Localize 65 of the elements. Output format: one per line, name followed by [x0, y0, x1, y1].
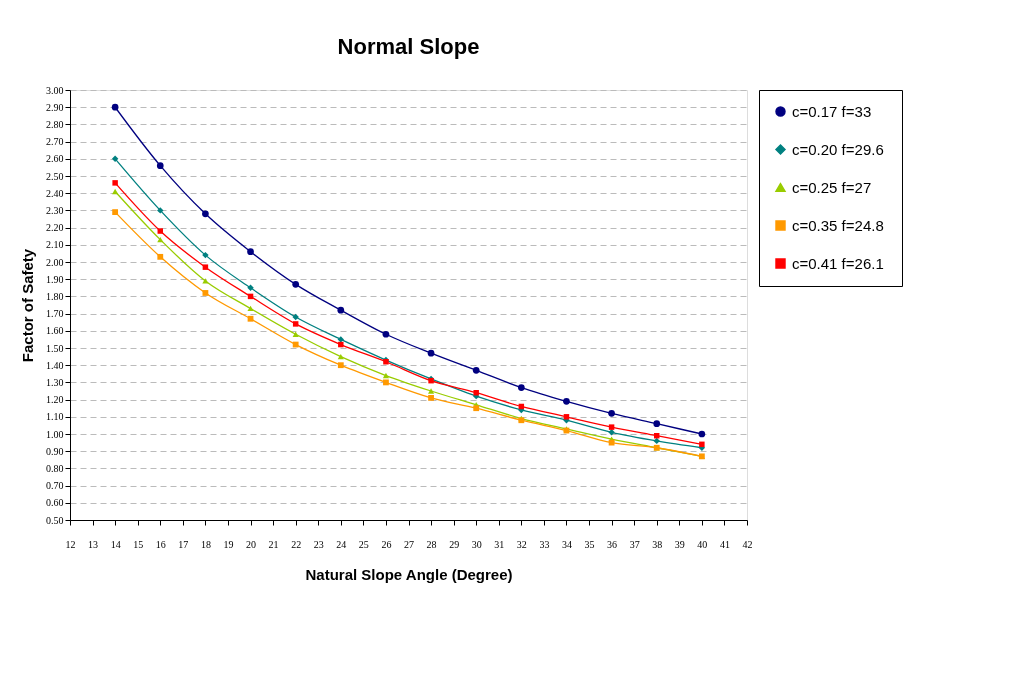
x-tick-label: 26	[381, 538, 392, 550]
x-tick-label: 29	[449, 538, 460, 550]
x-tick-label: 22	[291, 538, 302, 550]
x-tick-label: 19	[223, 538, 234, 550]
y-tick-label: 0.60	[46, 497, 64, 509]
y-tick-label: 1.30	[46, 376, 64, 388]
y-tick-label: 0.80	[46, 462, 64, 474]
y-tick-label: 2.20	[46, 222, 64, 234]
y-tick-label: 1.20	[46, 394, 64, 406]
x-axis-title: Natural Slope Angle (Degree)	[305, 565, 513, 583]
y-tick-label: 2.60	[46, 153, 64, 165]
y-tick-label: 1.60	[46, 325, 64, 337]
x-tick-label: 25	[358, 538, 369, 550]
y-tick-label: 3.00	[46, 84, 64, 96]
x-tick-label: 42	[742, 538, 753, 550]
x-tick-label: 17	[178, 538, 189, 550]
y-tick-label: 2.80	[46, 118, 64, 130]
x-tick-label: 21	[268, 538, 279, 550]
x-tick-label: 34	[561, 538, 572, 550]
legend-label: c=0.20 f=29.6	[792, 140, 884, 158]
legend-label: c=0.41 f=26.1	[792, 254, 884, 272]
y-tick-label: 2.00	[46, 256, 64, 268]
y-tick-label: 1.90	[46, 273, 64, 285]
x-tick-label: 37	[629, 538, 640, 550]
y-tick-label: 0.90	[46, 445, 64, 457]
y-tick-label: 2.70	[46, 136, 64, 148]
y-tick-label: 2.90	[46, 101, 64, 113]
y-tick-label: 0.50	[46, 514, 64, 526]
y-tick-label: 1.10	[46, 411, 64, 423]
x-tick-label: 16	[155, 538, 166, 550]
x-tick-label: 30	[471, 538, 482, 550]
y-tick-label: 2.30	[46, 204, 64, 216]
legend-label: c=0.17 f=33	[792, 102, 872, 120]
x-tick-label: 36	[607, 538, 618, 550]
x-tick-label: 28	[426, 538, 437, 550]
x-tick-label: 14	[110, 538, 121, 550]
x-tick-label: 15	[133, 538, 144, 550]
y-axis-title: Factor of Safety	[19, 248, 36, 363]
y-tick-label: 1.40	[46, 359, 64, 371]
x-tick-label: 23	[313, 538, 324, 550]
x-tick-label: 35	[584, 538, 595, 550]
y-tick-label: 1.50	[46, 342, 64, 354]
y-tick-label: 1.00	[46, 428, 64, 440]
y-tick-label: 1.70	[46, 308, 64, 320]
x-tick-label: 33	[539, 538, 550, 550]
chart-title: Normal Slope	[337, 34, 480, 59]
legend-label: c=0.25 f=27	[792, 178, 872, 196]
x-tick-label: 40	[697, 538, 708, 550]
x-tick-label: 24	[336, 538, 347, 550]
y-tick-label: 0.70	[46, 480, 64, 492]
x-tick-label: 32	[516, 538, 527, 550]
x-tick-label: 39	[674, 538, 685, 550]
y-tick-label: 2.10	[46, 239, 64, 251]
x-tick-label: 18	[200, 538, 211, 550]
x-tick-label: 12	[65, 538, 76, 550]
x-tick-label: 38	[652, 538, 663, 550]
x-tick-label: 41	[719, 538, 730, 550]
y-tick-label: 1.80	[46, 290, 64, 302]
x-tick-label: 20	[246, 538, 257, 550]
y-tick-label: 2.50	[46, 170, 64, 182]
x-tick-label: 31	[494, 538, 505, 550]
legend-label: c=0.35 f=24.8	[792, 216, 884, 234]
x-tick-label: 27	[404, 538, 414, 550]
y-tick-label: 2.40	[46, 187, 64, 199]
x-tick-label: 13	[88, 538, 99, 550]
